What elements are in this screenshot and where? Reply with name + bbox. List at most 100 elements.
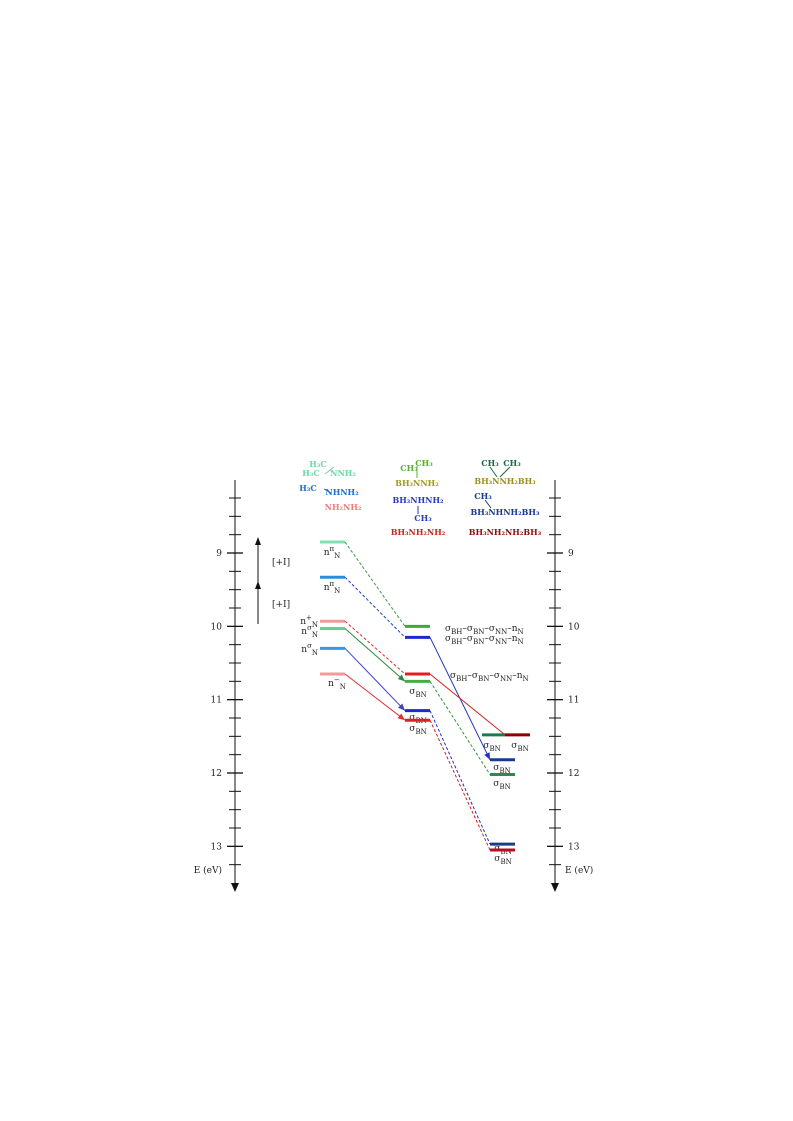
label-part: BH — [456, 675, 467, 683]
bond — [324, 466, 335, 475]
label-part: –σ — [484, 634, 495, 644]
label-part: BN — [500, 858, 511, 866]
label-part: BH — [451, 628, 462, 636]
label-part: N — [312, 631, 318, 639]
connector — [344, 541, 406, 627]
label-part: BH — [451, 638, 462, 646]
tick-label: 11 — [568, 696, 579, 706]
tick-label: 10 — [211, 622, 223, 632]
structure-label: CH₃ — [414, 513, 432, 523]
label-part: N — [312, 621, 318, 629]
label-part: –n — [507, 634, 518, 644]
structure-label: CH₃ — [481, 458, 499, 468]
level-label: σBN — [493, 763, 510, 775]
label-part: σ — [493, 779, 499, 789]
structure-label: H₃C — [309, 459, 326, 469]
structure-label: NNH₂ — [330, 468, 356, 478]
connector — [344, 576, 406, 638]
tick-label: 12 — [211, 769, 222, 779]
inductive-label: [+I] — [272, 600, 290, 610]
connector — [429, 681, 491, 775]
inductive-label: [+I] — [272, 558, 290, 568]
level-label: n+N — [300, 614, 318, 629]
structure-label: BH₃NNH₂BH₃ — [474, 476, 536, 486]
tick-label: 9 — [568, 549, 574, 559]
tick-label: 9 — [216, 549, 222, 559]
bond — [489, 466, 498, 478]
bond — [499, 466, 511, 478]
label-part: N — [334, 587, 340, 595]
label-part: BN — [415, 728, 426, 736]
label-part: –σ — [462, 624, 473, 634]
label-part: NN — [495, 638, 507, 646]
structure-label: BH₃NNH₂ — [395, 478, 439, 488]
label-part: –σ — [467, 671, 478, 681]
connector — [429, 673, 506, 736]
right-axis-arrow — [551, 883, 559, 892]
connector — [429, 719, 491, 851]
label-part: σ — [307, 624, 312, 632]
tick-label: 13 — [568, 842, 580, 852]
structure-label: BH₃NH₂NH₂BH₃ — [469, 527, 542, 537]
label-part: BN — [473, 628, 484, 636]
level-label: σBH–σBN–σNN–nN — [445, 634, 524, 646]
label-part: BN — [499, 783, 510, 791]
label-part: N — [518, 628, 524, 636]
structure-label: H₃C — [299, 483, 316, 493]
label-part: BN — [478, 675, 489, 683]
label-part: σ — [494, 854, 500, 864]
label-part: N — [523, 675, 529, 683]
level-label: nσN — [301, 624, 318, 639]
level-label: nπN — [324, 545, 341, 560]
label-part: − — [334, 676, 340, 684]
axis-label: E (eV) — [565, 865, 593, 876]
level-label: σBN — [483, 741, 500, 753]
label-part: N — [334, 552, 340, 560]
level-label: n−N — [328, 676, 346, 691]
level-label: σBN — [409, 724, 426, 736]
level-label: σBN — [493, 779, 510, 791]
label-part: –σ — [462, 634, 473, 644]
label-part: π — [330, 545, 335, 553]
label-part: N — [340, 683, 346, 691]
label-part: –n — [507, 624, 518, 634]
label-part: n — [301, 645, 307, 655]
structure-label: CH₃ — [400, 463, 418, 473]
tick-label: 13 — [211, 842, 223, 852]
label-part: –n — [512, 671, 523, 681]
label-part: NN — [500, 675, 512, 683]
structure-label: CH₃ — [415, 458, 433, 468]
structure-label: CH₃ — [503, 458, 521, 468]
connector-arrowhead — [397, 713, 405, 721]
level-label: σBN — [511, 741, 528, 753]
label-part: NN — [495, 628, 507, 636]
label-part: n — [300, 617, 306, 627]
label-part: σ — [409, 713, 415, 723]
label-part: + — [306, 614, 312, 622]
label-part: σ — [409, 687, 415, 697]
label-part: π — [330, 580, 335, 588]
label-part: BN — [499, 767, 510, 775]
structure-label: NH₂NH₂ — [325, 502, 362, 512]
level-label: nσN — [301, 642, 318, 657]
level-label: σBN — [494, 854, 511, 866]
inductive-arrowhead — [255, 537, 261, 545]
level-label: σBN — [409, 687, 426, 699]
label-part: σ — [445, 624, 451, 634]
bond — [484, 499, 492, 509]
label-part: BN — [500, 848, 511, 856]
tick-label: 11 — [211, 696, 222, 706]
label-part: BN — [473, 638, 484, 646]
structure-label: BH₃NH₂NH₂ — [391, 527, 446, 537]
structure-label: NHNH₂ — [325, 487, 359, 497]
label-part: –σ — [489, 671, 500, 681]
structure-label: CH₃ — [474, 491, 492, 501]
label-part: –σ — [484, 624, 495, 634]
label-part: N — [312, 649, 318, 657]
level-label: σBH–σBN–σNN–nN — [445, 624, 524, 636]
label-part: n — [328, 679, 334, 689]
bond — [323, 488, 332, 494]
structure-label: BH₃NHNH₂ — [392, 495, 444, 505]
label-part: σ — [445, 634, 451, 644]
